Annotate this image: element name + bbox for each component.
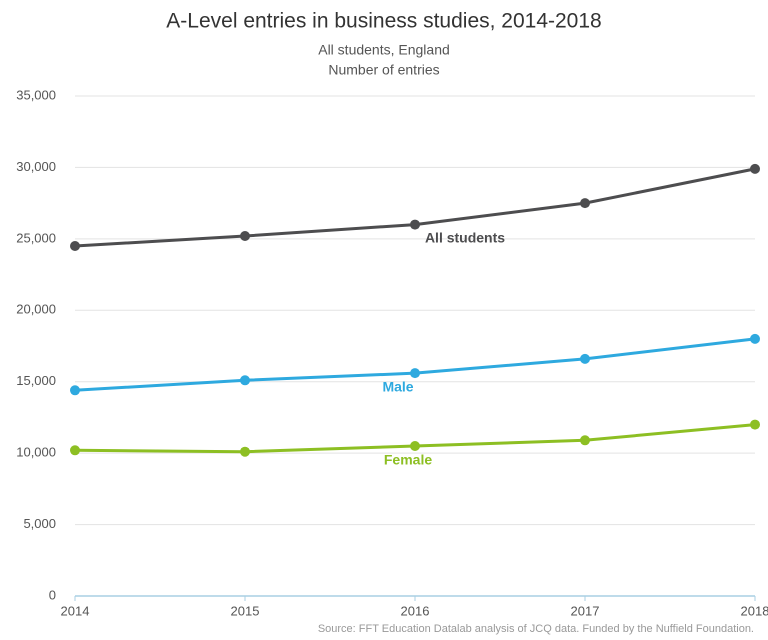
- data-point: [410, 219, 420, 230]
- x-tick-label: 2015: [231, 603, 260, 618]
- data-point: [580, 353, 590, 364]
- data-point: [580, 198, 590, 209]
- x-tick-label: 2014: [61, 603, 90, 618]
- chart-subtitle: All students, England: [318, 42, 450, 58]
- data-point: [580, 435, 590, 446]
- data-point: [750, 163, 760, 174]
- data-point: [750, 419, 760, 430]
- y-tick-label: 0: [49, 587, 56, 602]
- source-note: Source: FFT Education Datalab analysis o…: [318, 623, 754, 635]
- data-point: [70, 241, 80, 251]
- data-point: [240, 231, 250, 241]
- y-tick-label: 25,000: [16, 230, 56, 245]
- series-line: [74, 167, 756, 248]
- data-point: [240, 375, 250, 386]
- data-point: [410, 441, 420, 451]
- x-tick-label: 2018: [741, 603, 768, 618]
- y-tick-label: 5,000: [23, 516, 56, 531]
- data-point: [750, 333, 760, 344]
- y-tick-label: 35,000: [16, 87, 56, 102]
- series-line: [74, 337, 756, 392]
- data-point: [240, 446, 250, 457]
- series-label: All students: [425, 230, 505, 246]
- y-axis-label: Number of entries: [328, 62, 439, 78]
- y-tick-label: 10,000: [16, 445, 56, 460]
- y-tick-label: 15,000: [16, 373, 56, 388]
- x-tick-label: 2017: [571, 603, 600, 618]
- series-label: Female: [384, 452, 432, 468]
- chart-title: A-Level entries in business studies, 201…: [166, 10, 601, 33]
- data-point: [70, 385, 80, 396]
- y-tick-label: 20,000: [16, 302, 56, 317]
- data-point: [410, 368, 420, 379]
- x-tick-label: 2016: [401, 603, 430, 618]
- series-label: Male: [382, 379, 413, 395]
- data-point: [70, 445, 80, 456]
- y-tick-label: 30,000: [16, 159, 56, 174]
